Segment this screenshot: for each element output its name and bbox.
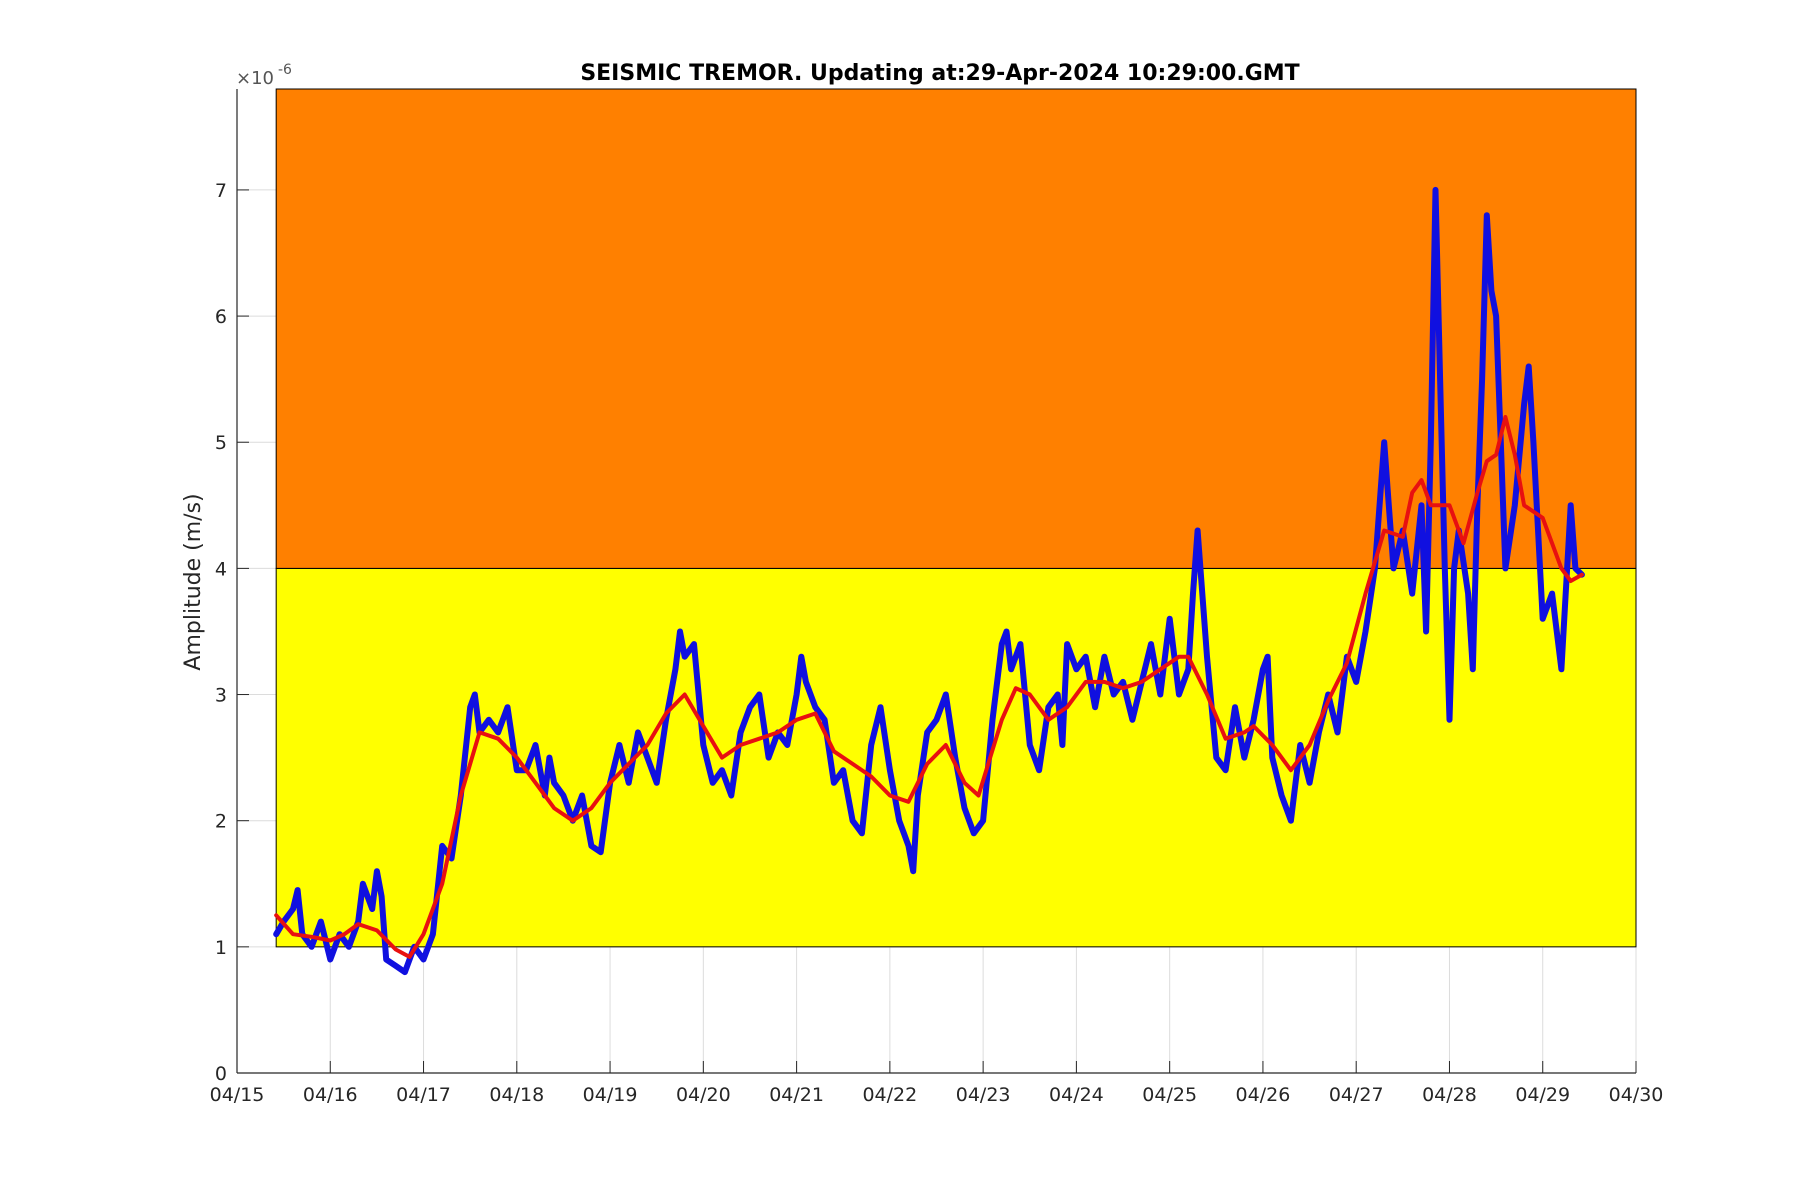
- y-tick-label: 5: [215, 432, 227, 454]
- x-tick-label: 04/21: [769, 1084, 824, 1106]
- y-exponent-power: -6: [278, 62, 292, 78]
- y-tick-label: 0: [215, 1063, 227, 1085]
- y-tick-label: 1: [215, 937, 227, 959]
- x-tick-label: 04/30: [1609, 1084, 1664, 1106]
- x-tick-label: 04/27: [1329, 1084, 1384, 1106]
- series-line: [273, 186, 1585, 976]
- y-tick-label: 2: [215, 811, 227, 833]
- x-tick-label: 04/28: [1422, 1084, 1477, 1106]
- x-tick-label: 04/24: [1049, 1084, 1104, 1106]
- x-tick-label: 04/22: [862, 1084, 917, 1106]
- y-tick-label: 6: [215, 306, 227, 328]
- x-tick-label: 04/25: [1142, 1084, 1197, 1106]
- x-tick-label: 04/19: [583, 1084, 638, 1106]
- x-tick-label: 04/29: [1515, 1084, 1570, 1106]
- y-tick-label: 7: [215, 180, 227, 202]
- x-tick-label: 04/18: [489, 1084, 544, 1106]
- x-tick-label: 04/15: [210, 1084, 265, 1106]
- y-axis-label: Amplitude (m/s): [181, 493, 206, 670]
- x-tick-label: 04/16: [303, 1084, 358, 1106]
- chart-title: SEISMIC TREMOR. Updating at:29-Apr-2024 …: [580, 61, 1299, 86]
- x-tick-label: 04/20: [676, 1084, 731, 1106]
- threshold-band: [275, 88, 1637, 569]
- x-tick-label: 04/23: [956, 1084, 1011, 1106]
- x-tick-label: 04/17: [396, 1084, 451, 1106]
- y-exponent-base: ×10: [236, 68, 274, 89]
- series-line: [274, 415, 1584, 959]
- y-tick-label: 3: [215, 685, 227, 707]
- x-tick-label: 04/26: [1236, 1084, 1291, 1106]
- y-tick-label: 4: [215, 558, 227, 580]
